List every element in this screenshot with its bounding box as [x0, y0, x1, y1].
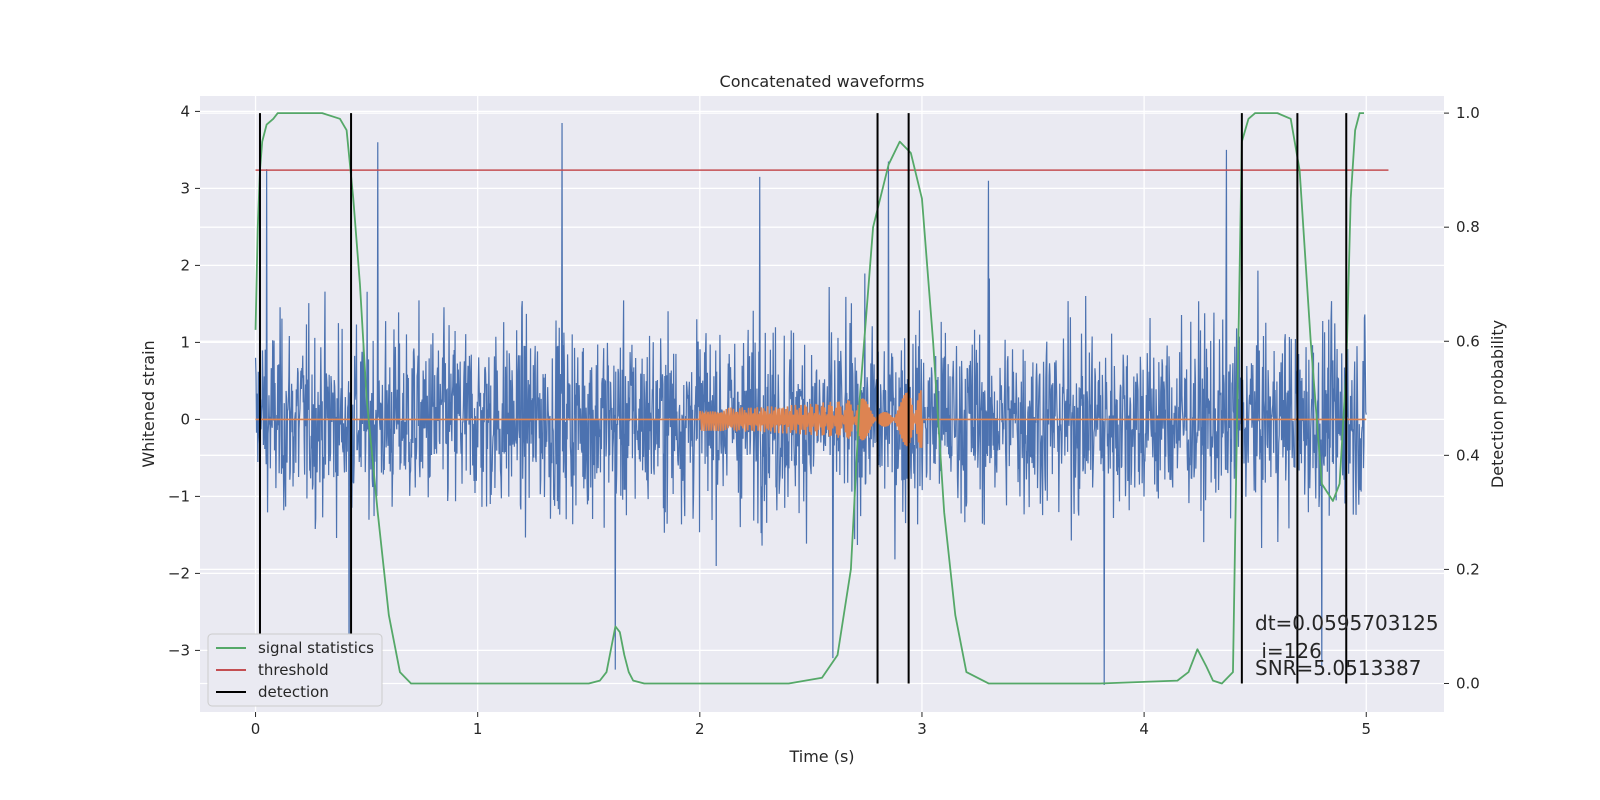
x-tick-label: 0	[251, 720, 261, 738]
annotation-dt: dt=0.0595703125	[1255, 611, 1439, 635]
annotation-index: i=126	[1255, 639, 1322, 663]
x-axis: 0 1 2 3 4 5	[251, 712, 1371, 738]
legend-label-signal-statistics: signal statistics	[258, 639, 374, 657]
x-tick-label: 3	[917, 720, 927, 738]
y-axis-left: −3 −2 −1 0 1 2 3 4	[168, 102, 200, 659]
legend-box	[207, 633, 383, 707]
y2-tick-label: 0.4	[1456, 446, 1480, 464]
y-tick-label: −1	[168, 487, 190, 505]
x-tick-label: 5	[1361, 720, 1371, 738]
y2-tick-label: 0.6	[1456, 332, 1480, 350]
legend-label-detection: detection	[258, 683, 329, 701]
detection-series	[258, 113, 1348, 684]
y2-tick-label: 1.0	[1456, 104, 1480, 122]
y-axis-right: 0.0 0.2 0.4 0.6 0.8 1.0	[1444, 104, 1480, 692]
y-tick-label: 1	[180, 333, 190, 351]
y-tick-label: 2	[180, 256, 190, 274]
y-axis-title: Whitened strain	[139, 340, 158, 467]
y2-axis-title: Detection probability	[1488, 320, 1507, 488]
y2-tick-label: 0.2	[1456, 560, 1480, 578]
x-tick-label: 2	[695, 720, 705, 738]
legend-label-threshold: threshold	[258, 661, 329, 679]
y-tick-label: 0	[180, 410, 190, 428]
y2-tick-label: 0.0	[1456, 674, 1480, 692]
y-tick-label: 4	[180, 102, 190, 120]
strain-line	[254, 122, 1367, 686]
strain-series	[254, 122, 1367, 686]
y-tick-label: −2	[168, 564, 190, 582]
x-tick-label: 1	[473, 720, 483, 738]
legend: signal statistics threshold detection	[207, 633, 383, 707]
annotation-snr: SNR=5.0513387	[1255, 656, 1421, 680]
waveform-line	[255, 390, 1367, 448]
waveform-series	[255, 390, 1367, 448]
y-tick-label: 3	[180, 179, 190, 197]
y2-tick-label: 0.8	[1456, 218, 1480, 236]
chart-title: Concatenated waveforms	[720, 72, 925, 91]
x-tick-label: 4	[1139, 720, 1149, 738]
x-axis-title: Time (s)	[788, 747, 854, 766]
y-tick-label: −3	[168, 641, 190, 659]
